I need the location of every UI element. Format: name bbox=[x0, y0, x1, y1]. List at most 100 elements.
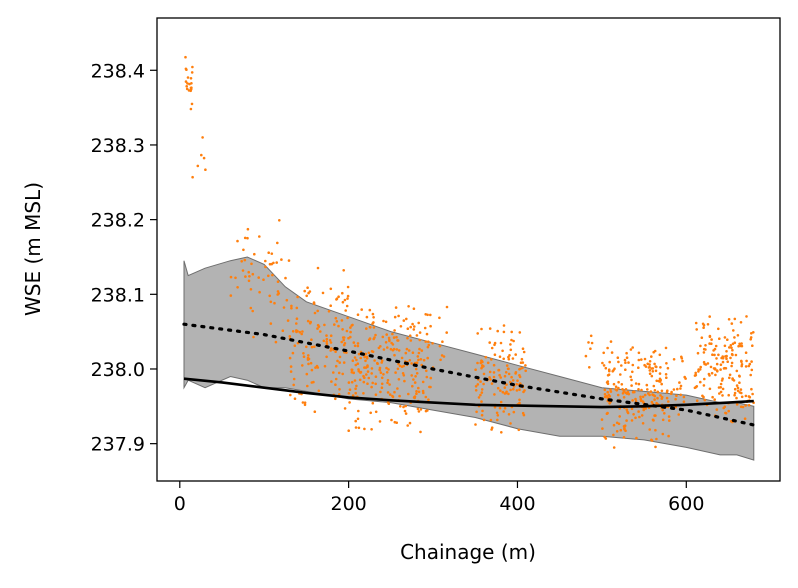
scatter-point bbox=[274, 340, 278, 344]
scatter-point bbox=[386, 391, 390, 394]
scatter-point bbox=[247, 279, 251, 283]
scatter-point bbox=[702, 326, 705, 330]
scatter-point bbox=[719, 382, 723, 386]
scatter-point bbox=[185, 85, 188, 88]
scatter-point bbox=[477, 396, 481, 399]
scatter-point bbox=[306, 319, 310, 323]
scatter-point bbox=[606, 390, 609, 394]
scatter-point bbox=[442, 355, 446, 358]
scatter-point bbox=[290, 306, 293, 310]
scatter-point bbox=[305, 372, 309, 376]
scatter-point bbox=[524, 369, 527, 373]
scatter-point bbox=[652, 419, 655, 422]
scatter-point bbox=[382, 373, 385, 376]
scatter-point bbox=[739, 344, 742, 348]
scatter-point bbox=[289, 393, 292, 397]
scatter-point bbox=[370, 372, 374, 375]
scatter-point bbox=[498, 406, 502, 410]
scatter-point bbox=[200, 153, 203, 157]
scatter-point bbox=[634, 397, 637, 401]
scatter-point bbox=[249, 288, 253, 291]
scatter-point bbox=[661, 418, 665, 422]
scatter-point bbox=[510, 330, 513, 334]
scatter-point bbox=[507, 413, 511, 416]
scatter-point bbox=[380, 386, 384, 390]
scatter-point bbox=[730, 346, 733, 350]
scatter-point bbox=[490, 426, 494, 430]
scatter-point bbox=[391, 332, 394, 336]
scatter-point bbox=[413, 396, 417, 400]
scatter-point bbox=[493, 353, 497, 357]
scatter-point bbox=[334, 397, 337, 401]
scatter-point bbox=[303, 403, 307, 407]
scatter-point bbox=[643, 393, 647, 397]
scatter-point bbox=[751, 392, 754, 396]
scatter-point bbox=[718, 392, 721, 395]
scatter-point bbox=[521, 347, 525, 351]
scatter-point bbox=[289, 370, 293, 373]
scatter-point bbox=[635, 436, 638, 440]
scatter-point bbox=[732, 329, 735, 332]
scatter-point bbox=[415, 390, 418, 393]
scatter-point bbox=[426, 345, 430, 349]
scatter-point bbox=[362, 392, 365, 395]
scatter-point bbox=[617, 386, 620, 390]
scatter-point bbox=[411, 322, 414, 326]
scatter-point bbox=[321, 291, 325, 295]
scatter-point bbox=[397, 378, 401, 381]
scatter-point bbox=[499, 389, 502, 392]
scatter-point bbox=[719, 368, 722, 371]
scatter-point bbox=[637, 388, 640, 391]
scatter-point bbox=[345, 329, 349, 333]
scatter-point bbox=[310, 338, 313, 342]
scatter-point bbox=[251, 309, 254, 313]
scatter-point bbox=[627, 361, 630, 364]
scatter-point bbox=[354, 419, 358, 423]
scatter-point bbox=[330, 380, 333, 383]
scatter-point bbox=[654, 369, 658, 373]
scatter-point bbox=[699, 344, 702, 348]
scatter-point bbox=[750, 368, 754, 372]
scatter-point bbox=[417, 410, 421, 413]
scatter-point bbox=[749, 373, 752, 377]
scatter-point bbox=[625, 408, 629, 411]
scatter-point bbox=[503, 374, 507, 378]
y-axis-label: WSE (m MSL) bbox=[21, 182, 45, 316]
scatter-point bbox=[373, 359, 376, 362]
scatter-point bbox=[335, 298, 338, 301]
scatter-point bbox=[514, 371, 518, 374]
scatter-point bbox=[190, 71, 194, 74]
scatter-point bbox=[395, 335, 398, 339]
scatter-point bbox=[634, 416, 637, 420]
scatter-point bbox=[518, 388, 521, 392]
scatter-point bbox=[290, 304, 293, 308]
scatter-point bbox=[357, 409, 360, 413]
scatter-point bbox=[721, 394, 724, 397]
scatter-point bbox=[648, 372, 652, 376]
scatter-point bbox=[728, 376, 731, 380]
scatter-point bbox=[309, 320, 313, 324]
scatter-point bbox=[708, 315, 711, 318]
scatter-point bbox=[497, 368, 501, 372]
scatter-point bbox=[420, 349, 424, 352]
scatter-point bbox=[418, 347, 421, 351]
scatter-point bbox=[413, 325, 416, 328]
scatter-point bbox=[378, 420, 382, 423]
scatter-point bbox=[706, 362, 710, 365]
scatter-point bbox=[282, 306, 286, 309]
scatter-point bbox=[734, 353, 738, 357]
scatter-point bbox=[653, 362, 656, 366]
scatter-point bbox=[342, 338, 346, 342]
scatter-point bbox=[374, 382, 378, 386]
scatter-point bbox=[749, 338, 752, 341]
scatter-point bbox=[651, 370, 655, 373]
scatter-point bbox=[242, 248, 245, 252]
scatter-point bbox=[492, 363, 496, 367]
scatter-point bbox=[186, 76, 190, 79]
scatter-point bbox=[630, 419, 634, 422]
scatter-point bbox=[723, 336, 727, 339]
scatter-point bbox=[404, 412, 408, 415]
scatter-point bbox=[415, 392, 418, 396]
scatter-point bbox=[293, 344, 297, 348]
